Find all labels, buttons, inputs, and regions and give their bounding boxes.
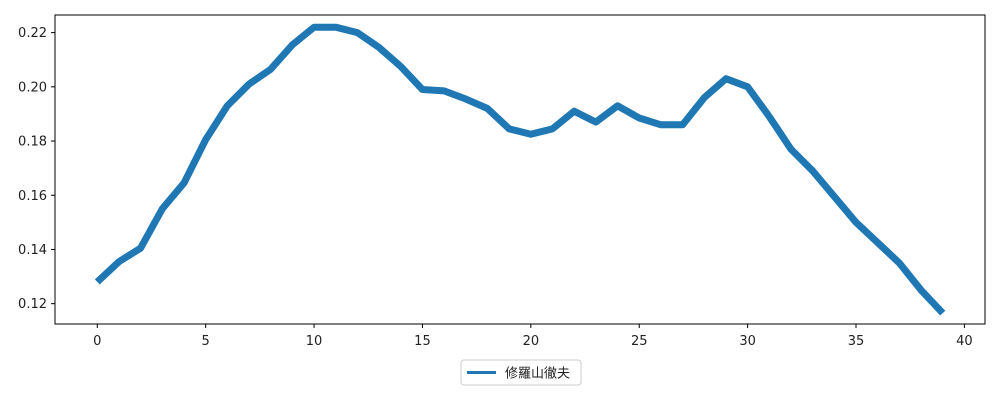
legend-label: 修羅山徹夫	[505, 367, 570, 382]
y-axis: 0.12 0.14 0.16 0.18 0.20 0.22	[18, 26, 55, 312]
x-axis: 0 5 10 15 20 25 30 35 40	[93, 324, 973, 349]
legend-box	[460, 359, 582, 386]
x-tick-label: 25	[631, 334, 648, 349]
y-tick-label: 0.20	[18, 80, 47, 95]
plot-frame	[54, 14, 986, 325]
legend: 修羅山徹夫	[460, 359, 582, 386]
x-tick-label: 40	[956, 334, 973, 349]
y-tick-label: 0.14	[18, 243, 47, 258]
y-tick-label: 0.18	[18, 135, 47, 150]
x-tick-label: 10	[306, 334, 323, 349]
x-tick-label: 30	[739, 334, 756, 349]
series-layer	[94, 23, 946, 316]
x-tick-label: 0	[93, 334, 101, 349]
x-tick-label: 35	[848, 334, 865, 349]
y-tick-label: 0.16	[18, 189, 47, 204]
series-line	[94, 23, 946, 316]
y-tick-label: 0.12	[18, 297, 47, 312]
x-tick-label: 15	[414, 334, 431, 349]
y-tick-label: 0.22	[18, 26, 47, 41]
x-tick-label: 20	[523, 334, 540, 349]
x-tick-label: 5	[202, 334, 210, 349]
plot-area	[55, 15, 985, 324]
